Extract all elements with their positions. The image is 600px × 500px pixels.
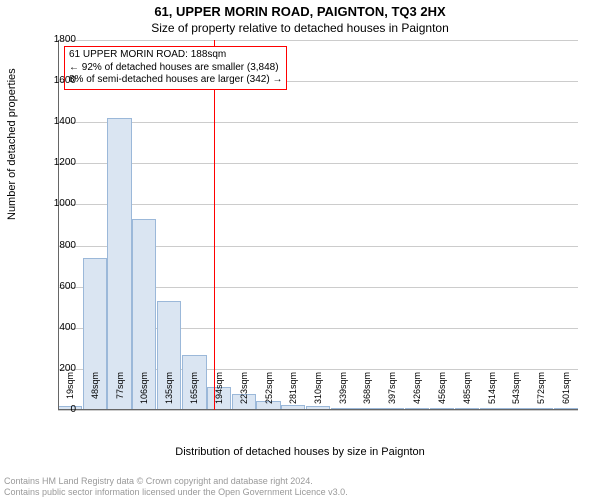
x-tick-label: 514sqm	[487, 372, 497, 404]
info-box-line: 61 UPPER MORIN ROAD: 188sqm	[69, 49, 282, 62]
gridline	[58, 204, 578, 205]
x-axis-label: Distribution of detached houses by size …	[0, 446, 600, 458]
plot-area: 61 UPPER MORIN ROAD: 188sqm← 92% of deta…	[58, 40, 578, 410]
histogram-bar	[107, 118, 131, 410]
x-tick-label: 601sqm	[561, 372, 571, 404]
footer-attribution: Contains HM Land Registry data © Crown c…	[4, 476, 348, 498]
chart-subtitle: Size of property relative to detached ho…	[0, 19, 600, 35]
x-tick-label: 572sqm	[536, 372, 546, 404]
x-tick-label: 456sqm	[437, 372, 447, 404]
x-tick-label: 426sqm	[412, 372, 422, 404]
y-tick-label: 1600	[36, 75, 76, 86]
footer-line-1: Contains HM Land Registry data © Crown c…	[4, 476, 348, 487]
x-tick-label: 77sqm	[115, 372, 125, 399]
info-box-line: 8% of semi-detached houses are larger (3…	[69, 74, 282, 87]
reference-line	[214, 40, 215, 410]
x-tick-label: 368sqm	[362, 372, 372, 404]
x-tick-label: 106sqm	[139, 372, 149, 404]
x-tick-label: 48sqm	[90, 372, 100, 399]
y-axis-label: Number of detached properties	[6, 68, 18, 220]
x-tick-label: 135sqm	[164, 372, 174, 404]
x-tick-label: 543sqm	[511, 372, 521, 404]
info-box-line: ← 92% of detached houses are smaller (3,…	[69, 62, 282, 75]
chart-title: 61, UPPER MORIN ROAD, PAIGNTON, TQ3 2HX	[0, 0, 600, 19]
x-tick-label: 165sqm	[189, 372, 199, 404]
x-tick-label: 223sqm	[239, 372, 249, 404]
x-tick-label: 194sqm	[214, 372, 224, 404]
gridline	[58, 163, 578, 164]
x-tick-label: 339sqm	[338, 372, 348, 404]
x-tick-label: 397sqm	[387, 372, 397, 404]
footer-line-2: Contains public sector information licen…	[4, 487, 348, 498]
y-tick-label: 1200	[36, 157, 76, 168]
gridline	[58, 410, 578, 411]
y-tick-label: 1400	[36, 116, 76, 127]
y-tick-label: 1800	[36, 34, 76, 45]
gridline	[58, 122, 578, 123]
info-box: 61 UPPER MORIN ROAD: 188sqm← 92% of deta…	[64, 46, 287, 90]
y-tick-label: 400	[36, 322, 76, 333]
y-tick-label: 800	[36, 240, 76, 251]
y-tick-label: 0	[36, 404, 76, 415]
x-tick-label: 485sqm	[462, 372, 472, 404]
x-tick-label: 310sqm	[313, 372, 323, 404]
x-tick-label: 281sqm	[288, 372, 298, 404]
gridline	[58, 40, 578, 41]
x-tick-label: 19sqm	[65, 372, 75, 399]
y-tick-label: 600	[36, 281, 76, 292]
y-tick-label: 1000	[36, 198, 76, 209]
x-tick-label: 252sqm	[264, 372, 274, 404]
